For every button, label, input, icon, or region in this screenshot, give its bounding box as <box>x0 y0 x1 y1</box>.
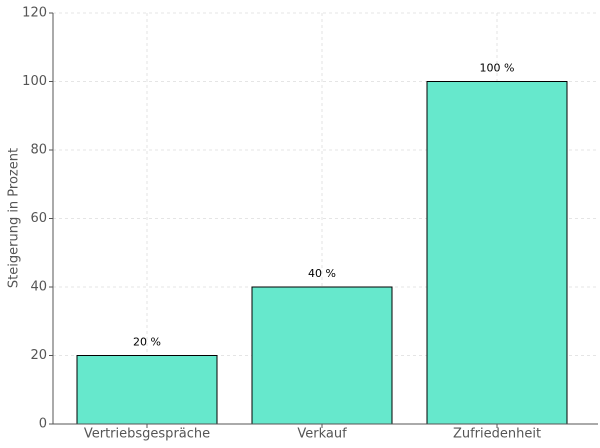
bar <box>76 355 218 425</box>
bar <box>251 286 393 425</box>
x-tick-label: Zufriedenheit <box>453 427 541 442</box>
y-tick-label: 40 <box>30 280 47 295</box>
value-label: 40 % <box>308 267 336 280</box>
value-label: 100 % <box>480 62 515 75</box>
value-label: 20 % <box>133 336 161 349</box>
y-tick-label: 60 <box>30 211 47 226</box>
y-tick-label: 120 <box>22 6 47 21</box>
y-tick-label: 20 <box>30 348 47 363</box>
y-tick-label: 80 <box>30 143 47 158</box>
y-tick-label: 0 <box>39 417 47 432</box>
x-tick-label: Verkauf <box>297 427 347 442</box>
bar <box>426 81 568 425</box>
y-axis-label: Steigerung in Prozent <box>7 148 22 288</box>
y-tick-label: 100 <box>22 74 47 89</box>
x-tick-label: Vertriebsgespräche <box>84 427 210 442</box>
